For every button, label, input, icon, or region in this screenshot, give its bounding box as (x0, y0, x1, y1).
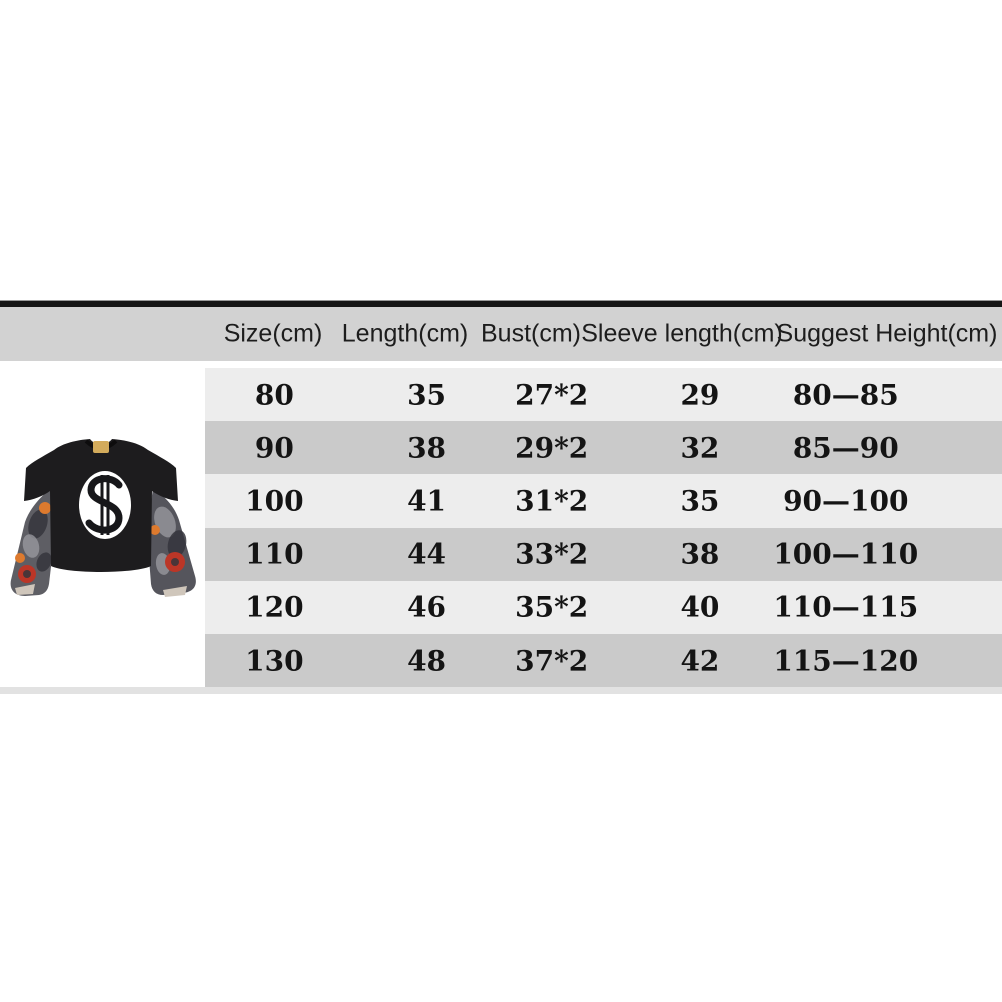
table-row: 80 35 27*2 29 80—85 (205, 368, 1002, 422)
cell-suggest-height: 90—100 (783, 484, 909, 518)
cell-suggest-height: 85—90 (792, 431, 899, 465)
cell-suggest-height: 115—120 (773, 644, 919, 678)
cell-size: 130 (245, 644, 304, 678)
cell-suggest-height: 80—85 (792, 378, 899, 412)
cell-bust: 35*2 (515, 590, 589, 624)
product-image: Kids black t-shirt with dollar sign prin… (5, 412, 205, 604)
col-header-sleeve-length: Sleeve length(cm) (581, 319, 783, 348)
cell-bust: 33*2 (515, 537, 589, 571)
table-row: 90 38 29*2 32 85—90 (205, 421, 1002, 475)
tattoo-sleeve-right (147, 488, 196, 597)
cell-sleeve-length: 29 (680, 378, 720, 412)
cell-length: 41 (407, 484, 447, 518)
cell-suggest-height: 100—110 (773, 537, 919, 571)
cell-bust: 27*2 (515, 378, 589, 412)
dollar-sign-print (79, 471, 131, 539)
col-header-size: Size(cm) (223, 319, 323, 348)
col-header-suggest-height: Suggest Height(cm) (776, 319, 998, 348)
cell-sleeve-length: 42 (680, 644, 720, 678)
table-row: 100 41 31*2 35 90—100 (205, 474, 1002, 528)
cell-sleeve-length: 35 (680, 484, 720, 518)
col-header-bust: Bust(cm) (481, 319, 581, 348)
cell-size: 110 (245, 537, 304, 571)
size-table-body: 80 35 27*2 29 80—85 90 38 29*2 32 85—90 … (205, 368, 1002, 688)
cell-bust: 31*2 (515, 484, 589, 518)
table-bottom-border (0, 687, 1002, 694)
cell-length: 46 (407, 590, 447, 624)
table-top-border (0, 301, 1002, 307)
size-table-header: Size(cm) Length(cm) Bust(cm) Sleeve leng… (0, 307, 1002, 361)
col-header-length: Length(cm) (341, 319, 469, 348)
tattoo-sleeve-left (10, 488, 55, 596)
tattoo-sleeve-tshirt-image: Kids black t-shirt with dollar sign prin… (10, 439, 196, 597)
cell-sleeve-length: 32 (680, 431, 720, 465)
cell-length: 38 (407, 431, 447, 465)
cell-suggest-height: 110—115 (773, 590, 919, 624)
cell-size: 80 (254, 378, 294, 412)
cell-length: 35 (407, 378, 447, 412)
cell-length: 48 (407, 644, 447, 678)
table-row: 130 48 37*2 42 115—120 (205, 633, 1002, 688)
cell-sleeve-length: 38 (680, 537, 720, 571)
table-row: 120 46 35*2 40 110—115 (205, 580, 1002, 634)
table-row: 110 44 33*2 38 100—110 (205, 527, 1002, 581)
collar-tag (93, 441, 109, 453)
cell-bust: 37*2 (515, 644, 589, 678)
cell-bust: 29*2 (515, 431, 589, 465)
cell-sleeve-length: 40 (680, 590, 720, 624)
cell-size: 120 (245, 590, 304, 624)
cell-length: 44 (407, 537, 447, 571)
cell-size: 90 (254, 431, 294, 465)
cell-size: 100 (245, 484, 304, 518)
